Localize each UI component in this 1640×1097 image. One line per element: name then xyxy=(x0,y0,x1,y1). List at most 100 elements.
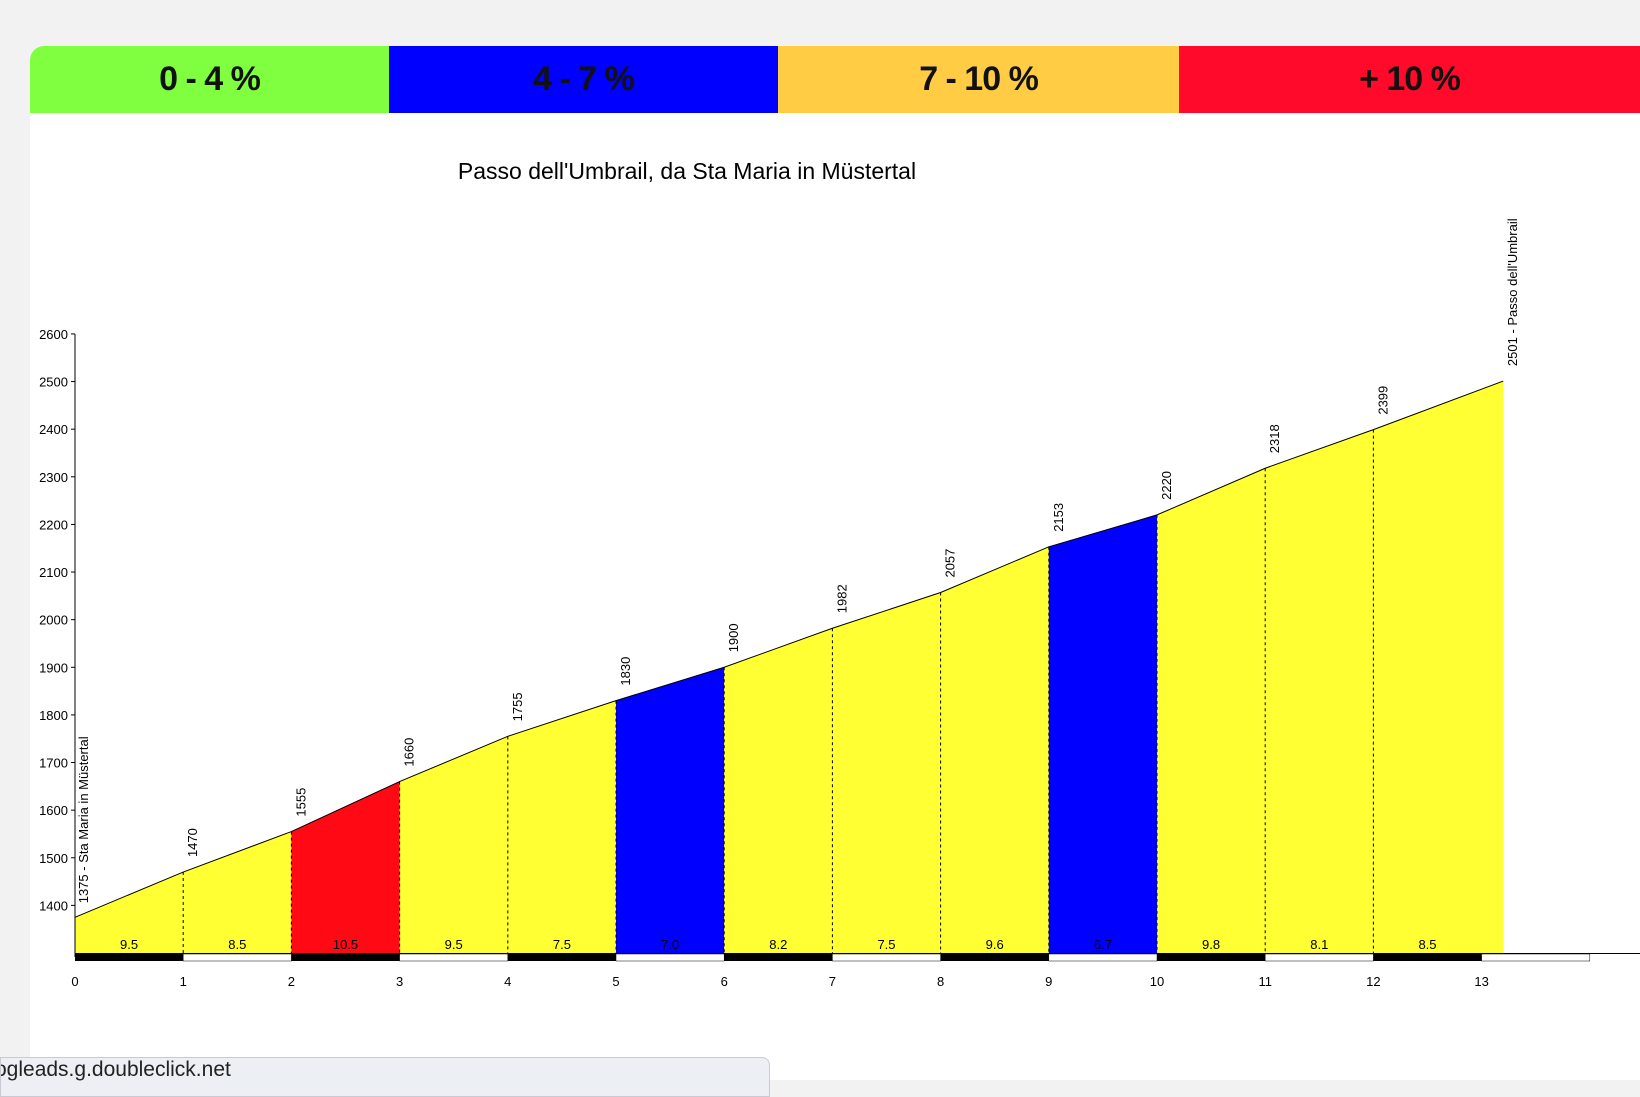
gradient-label: 6.7 xyxy=(1094,937,1112,952)
altitude-label: 2057 xyxy=(943,549,958,578)
altitude-label: 1470 xyxy=(185,828,200,857)
profile-segment xyxy=(1373,381,1504,953)
profile-segment xyxy=(832,592,941,953)
x-tick-label: 12 xyxy=(1366,974,1380,989)
km-bar xyxy=(1481,953,1591,962)
y-tick-label: 2500 xyxy=(39,375,68,390)
legend-item-0: 0 - 4 % xyxy=(30,46,389,113)
altitude-label: 1555 xyxy=(293,788,308,817)
y-tick-label: 1600 xyxy=(39,803,68,818)
gradient-label: 10.5 xyxy=(333,937,358,952)
altitude-label: 2318 xyxy=(1267,424,1282,453)
legend-item-3: + 10 % xyxy=(1179,46,1640,113)
gradient-label: 7.0 xyxy=(661,937,679,952)
km-bar xyxy=(940,954,1049,961)
y-tick-label: 2000 xyxy=(39,613,68,628)
gradient-label: 9.5 xyxy=(445,937,463,952)
altitude-label: 1982 xyxy=(834,584,849,613)
gradient-legend-bar: 0 - 4 % 4 - 7 % 7 - 10 % + 10 % xyxy=(30,46,1640,113)
profile-segment xyxy=(1265,429,1374,953)
altitude-label: 2399 xyxy=(1375,386,1390,415)
x-tick-label: 11 xyxy=(1258,974,1272,989)
altitude-label: 1830 xyxy=(618,657,633,686)
x-tick-label: 2 xyxy=(288,974,295,989)
altitude-label: 1900 xyxy=(726,623,741,652)
profile-segment xyxy=(724,628,833,953)
y-tick-label: 2300 xyxy=(39,470,68,485)
altitude-profile-chart: Passo dell'Umbrail, da Sta Maria in Müst… xyxy=(39,158,1640,989)
profile-segment xyxy=(1048,514,1157,953)
km-bar xyxy=(832,953,941,962)
legend-label: + 10 % xyxy=(1359,60,1461,98)
y-tick-label: 2600 xyxy=(39,327,68,342)
profile-segment xyxy=(1157,468,1266,953)
km-bar xyxy=(507,954,616,961)
km-bar xyxy=(724,954,833,961)
browser-status-bar: ogleads.g.doubleclick.net xyxy=(0,1057,770,1097)
x-tick-label: 5 xyxy=(612,974,619,989)
y-tick-label: 1700 xyxy=(39,756,68,771)
y-tick-label: 2400 xyxy=(39,422,68,437)
altitude-label: 2220 xyxy=(1159,471,1174,500)
altitude-label: 2153 xyxy=(1051,503,1066,532)
x-tick-label: 6 xyxy=(721,974,728,989)
chart-axes: 1400150016001700180019002000210022002300… xyxy=(39,327,1640,989)
legend-item-1: 4 - 7 % xyxy=(389,46,778,113)
x-tick-label: 7 xyxy=(829,974,836,989)
x-tick-label: 8 xyxy=(937,974,944,989)
altitude-label: 1375 - Sta Maria in Müstertal xyxy=(76,736,91,903)
y-tick-label: 1400 xyxy=(39,898,68,913)
x-tick-label: 3 xyxy=(396,974,403,989)
gradient-label: 7.5 xyxy=(877,937,895,952)
km-bar xyxy=(1373,954,1482,961)
x-tick-label: 4 xyxy=(504,974,511,989)
km-bar xyxy=(182,953,292,962)
x-tick-label: 9 xyxy=(1045,974,1052,989)
km-bar xyxy=(75,954,184,961)
altitude-labels: 1375 - Sta Maria in Müstertal 1470 1555 166… xyxy=(76,218,1520,903)
chart-card: 0 - 4 % 4 - 7 % 7 - 10 % + 10 % Passo dell'… xyxy=(30,46,1640,1080)
profile-segment xyxy=(75,872,184,953)
gradient-label: 8.5 xyxy=(228,937,246,952)
altitude-label: 1660 xyxy=(402,738,417,767)
gradient-label: 8.5 xyxy=(1418,937,1436,952)
profile-segment xyxy=(399,736,508,953)
km-bar xyxy=(1048,953,1158,962)
profile-segment xyxy=(291,781,400,953)
km-bar xyxy=(1264,953,1374,962)
segment-fills xyxy=(74,380,1504,953)
y-tick-label: 1900 xyxy=(39,660,68,675)
y-tick-label: 1800 xyxy=(39,708,68,723)
gradient-label: 7.5 xyxy=(553,937,571,952)
profile-line xyxy=(74,380,1504,918)
km-bar xyxy=(291,954,400,961)
segment-dividers xyxy=(182,429,1374,953)
altitude-label: 2501 - Passo dell'Umbrail xyxy=(1505,218,1520,366)
status-url: ogleads.g.doubleclick.net xyxy=(0,1058,231,1081)
legend-item-2: 7 - 10 % xyxy=(778,46,1179,113)
x-tick-label: 1 xyxy=(180,974,187,989)
legend-label: 0 - 4 % xyxy=(159,60,261,98)
gradient-label: 8.2 xyxy=(769,937,787,952)
profile-segment xyxy=(507,700,616,953)
x-tick-label: 13 xyxy=(1474,974,1488,989)
legend-label: 4 - 7 % xyxy=(533,60,635,98)
gradient-label: 9.6 xyxy=(986,937,1004,952)
gradient-label: 8.1 xyxy=(1310,937,1328,952)
km-bar xyxy=(1157,954,1266,961)
gradient-label: 9.5 xyxy=(120,937,138,952)
y-tick-label: 2200 xyxy=(39,517,68,532)
x-tick-label: 0 xyxy=(71,974,78,989)
gradient-labels: 9.5 8.5 10.5 9.5 7.5 7.0 8.2 7.5 9.6 6.7 9.8 8.1 8.5 xyxy=(120,937,1436,952)
altitude-label: 1755 xyxy=(510,692,525,721)
gradient-label: 9.8 xyxy=(1202,937,1220,952)
x-tick-label: 10 xyxy=(1150,974,1164,989)
chart-title: Passo dell'Umbrail, da Sta Maria in Müst… xyxy=(458,158,916,184)
profile-segment xyxy=(616,667,725,953)
km-bar xyxy=(399,953,509,962)
y-tick-label: 2100 xyxy=(39,565,68,580)
km-bar xyxy=(615,953,725,962)
legend-label: 7 - 10 % xyxy=(919,60,1039,98)
profile-segment xyxy=(940,546,1049,953)
y-tick-label: 1500 xyxy=(39,851,68,866)
